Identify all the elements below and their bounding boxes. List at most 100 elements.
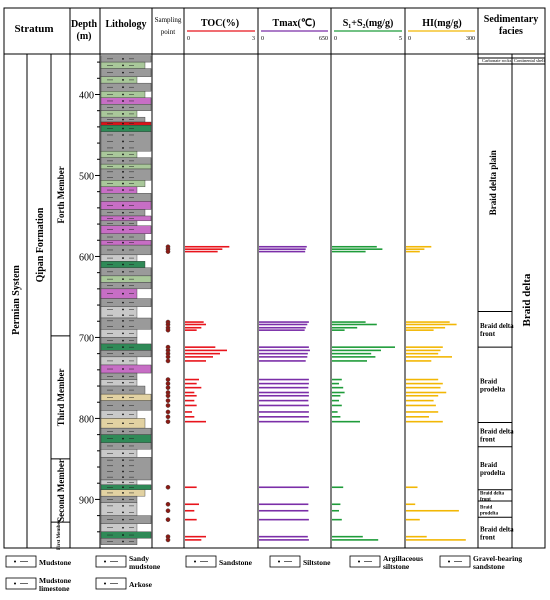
track-bar-s1s2: [332, 245, 377, 248]
header-s1s2: S₁+S₂(mg/g): [343, 18, 394, 29]
header-sampling: Sampling point: [155, 16, 182, 36]
track-scale-max: 5: [399, 36, 402, 42]
track-bar-hi: [406, 378, 439, 381]
track-bar-tmax: [259, 346, 309, 348]
bed-pattern: [122, 437, 124, 440]
track-bar-toc: [185, 535, 206, 538]
track-bar-s1s2: [332, 404, 342, 407]
bed-pattern: [122, 196, 124, 199]
bed-pattern: [122, 228, 124, 231]
track-bar-hi: [406, 391, 447, 394]
track-bar-hi: [406, 245, 432, 248]
facies-zone-label: Braid delta: [480, 525, 514, 533]
track-bar-tmax: [259, 321, 309, 323]
bed-pattern: [122, 389, 124, 391]
facies-zone-label: prodelta: [480, 469, 506, 477]
track-bar-tmax: [259, 486, 309, 489]
bed-pattern: [122, 526, 124, 529]
track-bar-toc: [185, 416, 195, 418]
bed-pattern: [122, 176, 124, 179]
legend-label: Mudstone: [39, 576, 72, 585]
bed-pattern: [122, 134, 124, 136]
legend-label: Arkose: [129, 580, 153, 589]
track-bar-s1s2: [332, 509, 339, 512]
facies-zone-label: Braid: [480, 505, 492, 510]
sampling-point: [165, 381, 171, 386]
legend-label: Sandy: [129, 554, 149, 563]
legend-label: Sandstone: [219, 558, 253, 567]
bed-pattern: [122, 375, 124, 378]
bed-pattern: [122, 222, 124, 225]
bed-pattern: [122, 106, 124, 109]
track-bar-hi: [406, 329, 434, 331]
track-bar-hi: [406, 420, 443, 423]
bed-pattern: [122, 241, 124, 244]
bed-pattern: [122, 413, 124, 416]
bed-pattern: [122, 211, 124, 214]
bed-pattern: [122, 127, 124, 130]
track-bar-hi: [406, 356, 452, 358]
sampling-point: [165, 508, 171, 514]
track-bar-s1s2: [332, 329, 345, 331]
facies-zone-label: front: [480, 435, 496, 443]
track-bar-toc: [185, 323, 206, 326]
track-bar-toc: [185, 352, 220, 355]
header-stratum: Stratum: [14, 23, 53, 35]
track-bar-s1s2: [332, 360, 367, 362]
sampling-point: [165, 484, 171, 490]
track-bar-hi: [406, 535, 427, 538]
bed-pattern: [122, 292, 124, 295]
track-bar-toc: [185, 329, 197, 331]
bed-pattern: [122, 314, 124, 317]
facies-subheader: Continental shelf: [514, 58, 545, 63]
legend-label: Argillaceous: [383, 554, 423, 563]
member-label: First Member: [57, 519, 62, 550]
track-bar-tmax: [259, 323, 308, 326]
bed-pattern: [122, 249, 124, 251]
bed-pattern: [122, 476, 124, 479]
stratum-system: Permian System: [11, 264, 22, 334]
track-scale-max: 300: [466, 36, 475, 42]
track-bar-toc: [185, 509, 195, 512]
bed-pattern: [122, 498, 124, 501]
header-facies: Sedimentary facies: [484, 14, 538, 37]
sandy-mudstone-swatch: [95, 555, 127, 568]
legend-label: siltstone: [383, 562, 410, 571]
bed-pattern: [122, 217, 124, 220]
bed-pattern: [122, 430, 124, 433]
stratum-formation: Qipan Formation: [35, 207, 46, 282]
facies-zone-label: front: [480, 533, 496, 541]
bed-pattern: [122, 257, 124, 259]
facies-zone-label: front: [480, 498, 491, 503]
member-label: Second Member: [56, 459, 66, 522]
lithology-bed: [100, 306, 138, 319]
bed-pattern: [122, 189, 124, 191]
lithology-bed: [100, 168, 152, 181]
track-bar-tmax: [259, 386, 309, 389]
track-bar-toc: [185, 360, 206, 362]
bed-pattern: [122, 325, 124, 328]
bed-pattern: [122, 57, 124, 60]
bed-pattern: [122, 381, 124, 384]
bed-pattern: [122, 170, 124, 173]
bed-pattern: [122, 204, 124, 207]
track-bar-s1s2: [332, 248, 383, 250]
header-toc: TOC(%): [201, 18, 239, 29]
track-bar-s1s2: [332, 356, 376, 358]
track-bar-toc: [185, 503, 199, 506]
track-bar-toc: [185, 245, 230, 248]
track-bar-tmax: [259, 394, 309, 397]
bed-pattern: [122, 464, 124, 467]
sampling-point: [165, 377, 171, 382]
bed-pattern: [122, 79, 124, 81]
sampling-point: [165, 385, 171, 390]
legend-label: sandstone: [473, 562, 505, 571]
facies-zone-label: Braid delta: [480, 322, 514, 330]
track-bar-toc: [185, 250, 218, 253]
sandstone-swatch-dot: [194, 560, 196, 563]
track-bar-tmax: [259, 382, 309, 385]
stratum-column: Permian System Qipan Formation Forth Membe…: [11, 54, 70, 550]
bed-pattern: [122, 182, 124, 185]
bed-pattern: [122, 511, 124, 514]
outer-border: [3, 7, 546, 549]
